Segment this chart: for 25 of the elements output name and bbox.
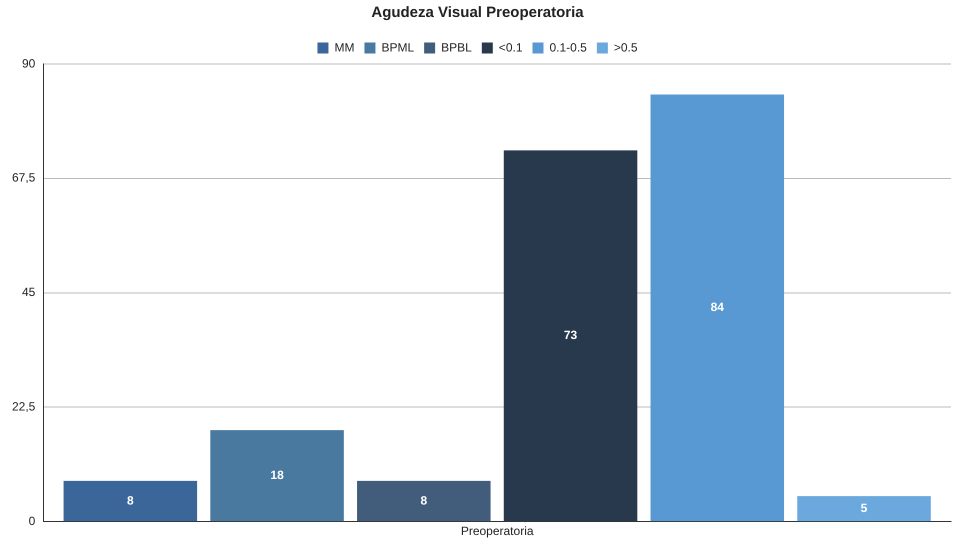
y-tick-label: 67,5	[12, 170, 36, 185]
y-tick-label: 22,5	[12, 400, 36, 414]
data-label: 8	[126, 493, 134, 508]
y-tick-label: 45	[22, 285, 36, 300]
y-tick-label: 0	[28, 514, 36, 528]
chart-title: Agudeza Visual Preoperatoria	[371, 4, 584, 22]
bar	[504, 150, 638, 522]
data-label: 18	[270, 468, 284, 482]
x-tick-label: Preoperatoria	[460, 524, 534, 538]
legend-label: <0.1	[498, 40, 523, 54]
legend-label: BPML	[381, 40, 414, 54]
bar	[64, 480, 198, 522]
y-tick-label: 90	[22, 56, 36, 70]
bar	[357, 480, 491, 522]
data-label: 8	[420, 493, 428, 508]
data-label: 5	[860, 500, 868, 515]
bar	[650, 94, 784, 522]
legend-label: BPBL	[441, 40, 472, 54]
bar	[210, 430, 344, 522]
legend-label: 0.1-0.5	[550, 40, 588, 54]
legend-label: MM	[334, 40, 354, 54]
data-label: 84	[710, 300, 724, 314]
bar	[797, 496, 931, 522]
legend-label: >0.5	[614, 40, 638, 54]
data-label: 73	[564, 328, 578, 342]
